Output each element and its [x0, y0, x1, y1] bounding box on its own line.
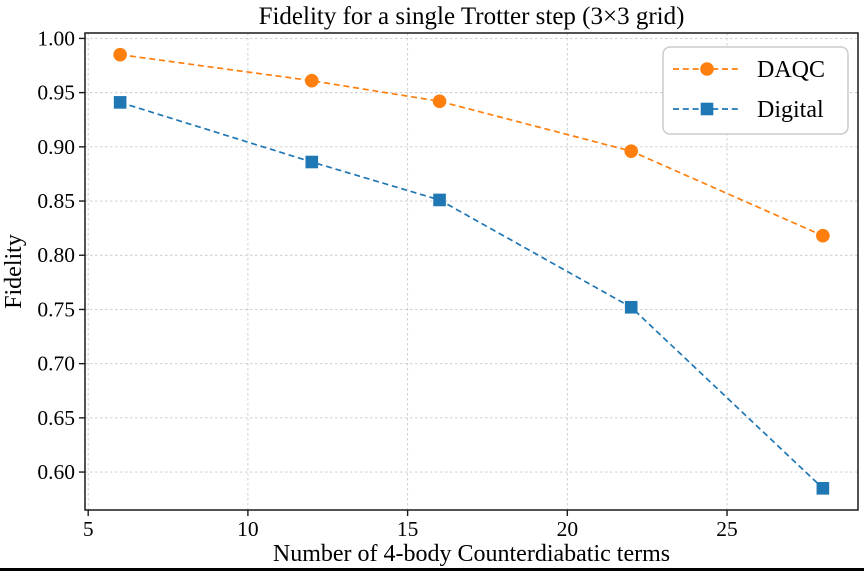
y-tick-label: 0.90 [37, 135, 75, 159]
y-tick-label: 0.95 [37, 81, 75, 105]
y-tick-label: 0.80 [37, 243, 75, 267]
digital-data-point [624, 300, 638, 314]
y-tick-label: 0.60 [37, 460, 75, 484]
digital-data-point [305, 155, 319, 169]
legend-label-daqc: DAQC [757, 57, 825, 83]
legend-digital-marker-icon [700, 102, 714, 116]
axes-spines [84, 32, 859, 511]
y-tick-label: 0.75 [37, 297, 75, 321]
digital-data-point [433, 193, 446, 207]
digital-series-line [119, 101, 824, 489]
daqc-data-point [816, 228, 830, 243]
figure-bottom-border [0, 568, 864, 571]
x-tick-label: 15 [397, 517, 419, 541]
daqc-data-point [113, 47, 127, 62]
y-axis-label: Fidelity [1, 234, 27, 309]
y-tick-label: 0.85 [37, 189, 75, 213]
legend-daqc-marker-icon [700, 62, 714, 76]
y-tick-label: 1.00 [37, 26, 75, 50]
daqc-data-point [624, 144, 639, 158]
daqc-data-point [432, 94, 447, 109]
y-tick-label: 0.70 [37, 352, 75, 376]
x-tick-label: 10 [237, 517, 259, 541]
digital-data-point [113, 96, 127, 109]
chart-title: Fidelity for a single Trotter step (3×3 … [259, 3, 685, 30]
x-tick-label: 25 [716, 517, 738, 541]
daqc-series-line [120, 53, 824, 237]
daqc-data-point [304, 73, 319, 88]
x-tick-label: 20 [557, 517, 579, 541]
y-tick-label: 0.65 [37, 406, 75, 430]
digital-data-point [816, 482, 830, 495]
x-axis-label: Number of 4-body Counterdiabatic terms [273, 541, 670, 567]
legend-label-digital: Digital [757, 97, 824, 123]
x-tick-label: 5 [83, 517, 94, 541]
